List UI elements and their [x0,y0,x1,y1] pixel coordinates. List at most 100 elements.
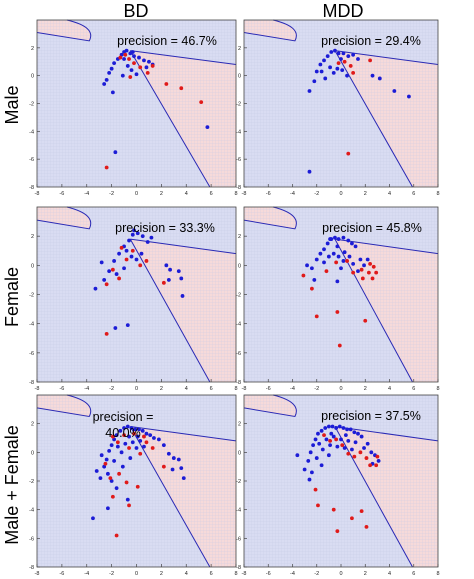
red-data-point [346,452,350,456]
y-tick-label: -6 [236,536,241,542]
blue-data-point [342,52,346,56]
blue-data-point [150,236,154,240]
y-tick-label: 2 [238,46,241,52]
x-tick-label: -8 [35,191,40,197]
red-data-point [322,433,326,437]
red-data-point [371,277,375,281]
x-tick-label: -2 [314,571,319,577]
y-tick-label: 0 [238,74,241,80]
y-tick-label: -6 [29,351,34,357]
red-data-point [128,75,132,79]
blue-data-point [329,50,333,54]
red-data-point [199,100,203,104]
blue-data-point [335,445,339,449]
red-data-point [145,440,149,444]
blue-data-point [113,326,117,330]
x-tick-label: -8 [242,571,247,577]
red-data-point [368,58,372,62]
red-data-point [346,152,350,156]
blue-data-point [303,468,307,472]
x-tick-label: 8 [234,571,237,577]
blue-data-point [106,472,110,476]
blue-data-point [125,49,129,53]
blue-data-point [359,258,363,262]
blue-data-point [102,278,106,282]
red-data-point [131,249,135,253]
blue-data-point [317,442,321,446]
red-data-point [340,443,344,447]
blue-data-point [110,443,114,447]
blue-data-point [105,78,109,82]
x-tick-label: -2 [314,191,319,197]
x-tick-label: 8 [234,386,237,392]
x-tick-label: -4 [290,571,295,577]
blue-data-point [350,448,354,452]
blue-data-point [126,64,130,68]
y-tick-label: -2 [29,102,34,108]
y-tick-label: -8 [236,565,241,571]
blue-data-point [312,278,316,282]
red-data-point [365,525,369,529]
red-data-point [310,287,314,291]
precision-annotation: precision = 33.3% [115,221,215,235]
x-tick-label: 6 [412,571,415,577]
blue-data-point [130,255,134,259]
blue-data-point [342,236,346,240]
y-tick-label: -6 [236,157,241,163]
blue-data-point [323,426,327,430]
y-tick-label: -8 [236,185,241,191]
blue-data-point [309,450,313,454]
y-tick-label: 2 [31,234,34,240]
blue-data-point [333,49,337,53]
y-tick-label: 2 [31,422,34,428]
x-tick-label: 6 [412,191,415,197]
precision-annotation: precision = 46.7% [117,34,217,48]
red-data-point [335,529,339,533]
y-tick-label: -4 [236,129,241,135]
blue-data-point [167,278,171,282]
blue-data-point [94,287,98,291]
blue-data-point [369,450,373,454]
blue-data-point [179,277,183,281]
blue-data-point [142,58,146,62]
blue-data-point [351,53,355,57]
red-data-point [142,435,146,439]
blue-data-point [314,438,318,442]
blue-data-point [126,323,130,327]
blue-data-point [339,57,343,61]
blue-data-point [182,476,186,480]
blue-data-point [378,77,382,81]
blue-data-point [327,255,331,259]
red-data-point [118,56,122,60]
x-tick-label: 8 [436,571,439,577]
y-tick-label: 0 [31,263,34,269]
red-data-point [334,261,338,265]
red-data-point [104,462,108,466]
blue-data-point [135,446,139,450]
x-tick-label: -4 [290,386,295,392]
row-title-male-female: Male + Female [2,425,22,545]
red-data-point [334,438,338,442]
red-data-point [138,65,142,69]
row-title-male: Male [2,85,22,124]
blue-data-point [123,442,127,446]
blue-data-point [137,56,141,60]
blue-data-point [131,440,135,444]
column-title-mdd: MDD [323,1,364,21]
y-tick-label: 0 [238,263,241,269]
blue-data-point [329,432,333,436]
blue-data-point [146,240,150,244]
blue-data-point [179,466,183,470]
x-tick-label: 2 [364,386,367,392]
y-tick-label: -6 [29,536,34,542]
blue-data-point [145,432,149,436]
y-tick-label: -8 [29,380,34,386]
x-tick-label: 6 [210,386,213,392]
x-tick-label: 2 [160,386,163,392]
precision-annotation: precision = 45.8% [322,221,422,235]
scatter-panel: -8-6-4-202468-8-6-4-202precision = 37.5% [236,395,439,577]
x-tick-label: -6 [266,191,271,197]
x-tick-label: 0 [135,571,138,577]
x-tick-label: 2 [364,571,367,577]
blue-data-point [177,269,181,273]
